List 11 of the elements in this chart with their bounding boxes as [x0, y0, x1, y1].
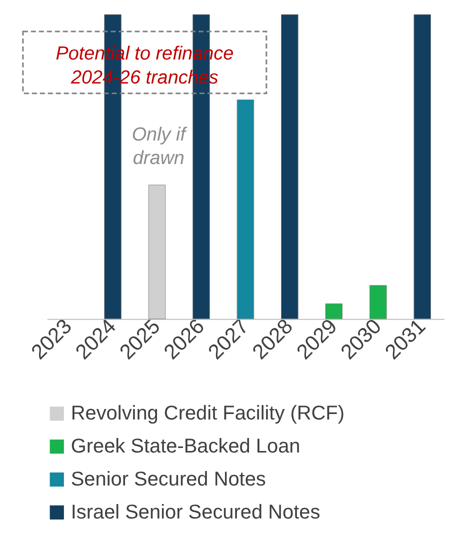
legend-label: Greek State-Backed Loan	[70, 436, 300, 458]
bar	[236, 100, 254, 320]
bar	[281, 14, 298, 320]
bar	[148, 184, 166, 320]
bar	[325, 303, 343, 320]
annotation: Only if drawn	[132, 124, 188, 170]
legend-label: Israel Senior Secured Notes	[70, 501, 320, 524]
bar	[369, 285, 387, 320]
bar	[414, 14, 432, 320]
legend-label: Senior Secured Notes	[70, 468, 266, 491]
legend-label: Revolving Credit Facility (RCF)	[70, 402, 344, 425]
